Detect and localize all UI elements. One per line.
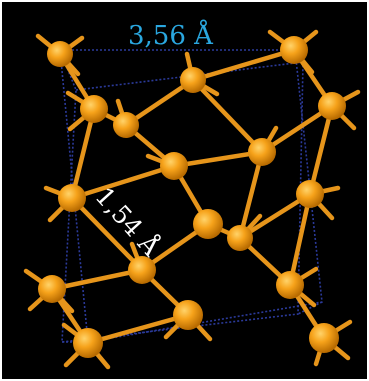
carbon-atom [173, 300, 203, 330]
carbon-atom [113, 112, 139, 138]
bond [69, 195, 145, 273]
carbon-atom [227, 225, 253, 251]
carbon-atom [248, 138, 276, 166]
atom-layer [38, 36, 346, 358]
bond [123, 77, 196, 128]
crystal-structure-canvas: 3,56 Å 1,54 Å [23, 19, 361, 370]
carbon-atom [309, 323, 339, 353]
lattice-constant-label: 3,56 Å [128, 19, 214, 51]
bond [237, 149, 265, 241]
carbon-atom [160, 152, 188, 180]
carbon-atom [280, 36, 308, 64]
bond [49, 267, 145, 292]
bond [69, 106, 97, 201]
carbon-atom [47, 41, 73, 67]
bond [171, 149, 265, 169]
bond [85, 312, 191, 346]
carbon-atom [180, 67, 206, 93]
carbon-atom [276, 271, 304, 299]
bond [287, 191, 313, 288]
bond [190, 47, 297, 83]
carbon-atom [193, 209, 223, 239]
bond-length-label: 1,54 Å [90, 181, 168, 262]
carbon-atom [38, 275, 66, 303]
bond [69, 163, 177, 201]
carbon-atom [58, 184, 86, 212]
cell-edge [297, 301, 323, 315]
carbon-atom [128, 256, 156, 284]
bond [307, 103, 335, 197]
carbon-atom [318, 92, 346, 120]
carbon-atom [296, 180, 324, 208]
carbon-atom [73, 328, 103, 358]
bond [190, 77, 265, 155]
carbon-atom [80, 95, 108, 123]
